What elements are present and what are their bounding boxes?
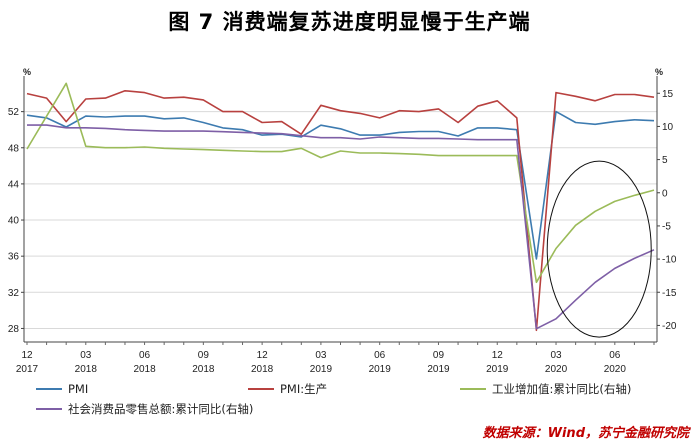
right-tick-label: 0	[662, 188, 668, 199]
left-tick-label: 36	[8, 252, 20, 263]
x-tick-label-year: 2018	[133, 364, 156, 375]
x-tick-label-year: 2019	[310, 364, 333, 375]
x-tick-label-year: 2018	[75, 364, 98, 375]
legend-swatch-industrial-value-added	[460, 388, 486, 390]
x-tick-label-month: 06	[609, 350, 621, 361]
legend-item-retail-sales: 社会消费品零售总额:累计同比(右轴)	[36, 401, 253, 417]
right-tick-label: 10	[662, 122, 674, 133]
x-tick-label-year: 2018	[192, 364, 215, 375]
recovery-highlight-ellipse	[546, 160, 652, 338]
right-tick-label: 15	[662, 89, 674, 100]
x-tick-label-year: 2019	[369, 364, 392, 375]
legend: PMI PMI:生产 工业增加值:累计同比(右轴) 社会消费品零售总额:累计同比…	[30, 381, 690, 421]
grid-lines	[24, 111, 657, 329]
right-tick-label: -15	[662, 288, 677, 299]
x-tick-label-month: 09	[433, 350, 445, 361]
legend-label-pmi-production: PMI:生产	[280, 382, 328, 396]
right-axis-unit: %	[655, 67, 663, 77]
series-line-retail-sales	[27, 124, 655, 330]
x-tick-label-year: 2018	[251, 364, 274, 375]
x-tick-label-month: 12	[257, 350, 269, 361]
legend-label-retail-sales: 社会消费品零售总额:累计同比(右轴)	[68, 402, 254, 416]
right-tick-label: 5	[662, 155, 668, 166]
x-tick-label-year: 2019	[486, 364, 509, 375]
left-axis-unit: %	[23, 67, 31, 77]
legend-label-pmi: PMI	[68, 382, 89, 396]
legend-item-industrial-value-added: 工业增加值:累计同比(右轴)	[460, 381, 631, 397]
x-tick-label-year: 2020	[545, 364, 568, 375]
x-tick-label-month: 12	[492, 350, 504, 361]
legend-item-pmi: PMI	[36, 381, 88, 397]
legend-item-pmi-production: PMI:生产	[248, 381, 327, 397]
legend-swatch-retail-sales	[36, 408, 62, 410]
annotations	[546, 160, 652, 338]
series-line-pmi	[26, 110, 655, 260]
x-tick-label-month: 06	[374, 350, 386, 361]
x-tick-label-month: 09	[198, 350, 210, 361]
left-tick-label: 44	[8, 179, 20, 190]
left-tick-label: 52	[8, 107, 20, 118]
left-tick-label: 28	[8, 324, 20, 335]
series-line-industrial-value-added	[26, 82, 655, 284]
x-tick-label-month: 06	[139, 350, 151, 361]
right-tick-label: -5	[662, 221, 671, 232]
left-tick-label: 32	[8, 288, 20, 299]
series-line-pmi-production	[26, 90, 655, 332]
axes: % % 28 32 36 40 44 48 52 15 10 5 0 -5 -10 -15 -20 12 2017 0…	[8, 67, 677, 375]
legend-swatch-pmi-production	[248, 388, 274, 390]
right-tick-label: -10	[662, 255, 677, 266]
left-tick-label: 40	[8, 216, 20, 227]
x-tick-label-year: 2019	[427, 364, 450, 375]
series-lines	[26, 82, 655, 332]
x-tick-label-month: 03	[80, 350, 92, 361]
x-tick-label-month: 03	[550, 350, 562, 361]
right-tick-label: -20	[662, 321, 677, 332]
chart-title: 图 7 消费端复苏进度明显慢于生产端	[168, 10, 531, 34]
x-tick-label-month: 03	[315, 350, 327, 361]
source-note: 数据来源：Wind，苏宁金融研究院	[482, 426, 689, 441]
left-tick-label: 48	[8, 143, 20, 154]
legend-swatch-pmi	[36, 388, 62, 390]
x-tick-label-month: 12	[21, 350, 33, 361]
x-tick-label-year: 2020	[604, 364, 627, 375]
x-tick-label-year: 2017	[16, 364, 39, 375]
legend-label-industrial-value-added: 工业增加值:累计同比(右轴)	[492, 382, 632, 396]
